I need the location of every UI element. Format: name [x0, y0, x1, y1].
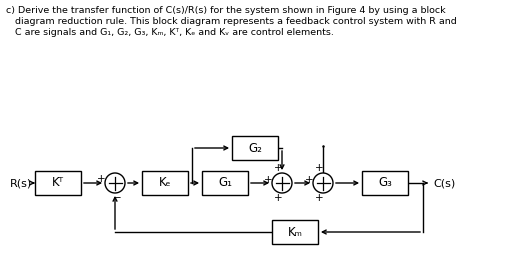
Text: G₂: G₂	[248, 141, 262, 154]
Bar	[35, 171, 81, 195]
Text: C are signals and G₁, G₂, G₃, Kₘ, Kᵀ, Kₑ and Kᵥ are control elements.: C are signals and G₁, G₂, G₃, Kₘ, Kᵀ, Kₑ…	[6, 28, 334, 37]
Text: Kₑ: Kₑ	[159, 176, 171, 189]
Text: +: +	[264, 175, 272, 185]
Bar	[272, 220, 318, 244]
Circle shape	[105, 173, 125, 193]
Text: G₁: G₁	[218, 176, 232, 189]
Text: Kᵀ: Kᵀ	[52, 176, 64, 189]
Bar	[362, 171, 408, 195]
Text: +: +	[97, 174, 105, 184]
Text: R(s): R(s)	[10, 178, 32, 188]
Bar	[142, 171, 188, 195]
Text: c) Derive the transfer function of C(s)/R(s) for the system shown in Figure 4 by: c) Derive the transfer function of C(s)/…	[6, 6, 446, 15]
Text: Kₘ: Kₘ	[287, 225, 303, 239]
Text: +: +	[305, 175, 314, 185]
Circle shape	[313, 173, 333, 193]
Text: +: +	[273, 193, 282, 203]
Text: −: −	[113, 193, 121, 203]
Bar	[232, 136, 278, 160]
Circle shape	[272, 173, 292, 193]
Text: C(s): C(s)	[433, 178, 455, 188]
Text: +: +	[315, 193, 323, 203]
Bar	[202, 171, 248, 195]
Text: +: +	[273, 163, 282, 173]
Text: diagram reduction rule. This block diagram represents a feedback control system : diagram reduction rule. This block diagr…	[6, 17, 457, 26]
Text: +: +	[315, 163, 323, 173]
Text: G₃: G₃	[378, 176, 392, 189]
